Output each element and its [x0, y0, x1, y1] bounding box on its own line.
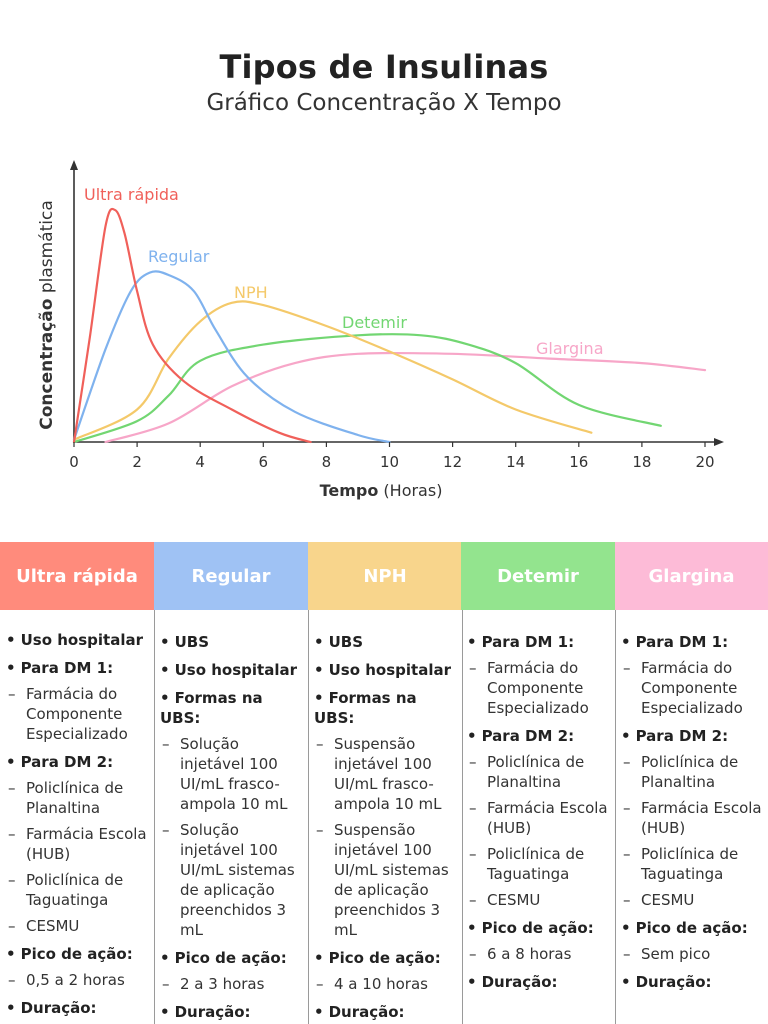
- series-line-2: [72, 270, 391, 444]
- bullet-item: Uso hospitalar: [160, 660, 304, 680]
- bullet-item: Duração:: [621, 972, 764, 992]
- series-label-4: Detemir: [342, 313, 407, 332]
- dash-item: 0,5 a 2 horas: [6, 970, 150, 990]
- column-header-5: Glargina: [615, 542, 768, 610]
- series-label-5: Glargina: [536, 339, 604, 358]
- chart-series-labels: Ultra rápida Regular NPH Detemir Glargina: [84, 185, 604, 358]
- x-tick-label: 4: [195, 453, 205, 471]
- bullet-item: Uso hospitalar: [6, 630, 150, 650]
- bullet-item: Para DM 1:: [467, 632, 611, 652]
- bullet-item: Duração:: [6, 998, 150, 1018]
- x-tick-label: 14: [506, 453, 525, 471]
- bullet-item: Formas na UBS:: [160, 688, 304, 728]
- series-label-2: Regular: [148, 247, 210, 266]
- bullet-item: Uso hospitalar: [314, 660, 458, 680]
- column-body-1: Uso hospitalar Para DM 1: Farmácia do Comp…: [0, 610, 154, 1018]
- chart-series: [72, 207, 707, 444]
- x-tick-label: 6: [259, 453, 269, 471]
- dash-item: 6 a 8 horas: [467, 944, 611, 964]
- column-header-2: Regular: [154, 542, 308, 610]
- dash-item: 2 a 3 horas: [160, 974, 304, 994]
- bullet-item: Para DM 1:: [621, 632, 764, 652]
- bullet-item: Pico de ação:: [621, 918, 764, 938]
- column-4: Detemir Para DM 1: Farmácia do Componente …: [461, 542, 616, 1024]
- dash-item: Policlínica de Planaltina: [467, 752, 611, 792]
- column-5: Glargina Para DM 1: Farmácia do Componente…: [615, 542, 768, 1024]
- series-line-4: [72, 333, 662, 444]
- dash-item: Solução injetável 100 UI/mL frasco-ampol…: [160, 734, 304, 814]
- column-header-3: NPH: [308, 542, 462, 610]
- series-label-1: Ultra rápida: [84, 185, 179, 204]
- concentration-time-chart: 0 2 4 6 8 10 12 14 16 18 20 Ultra rápida Regular NPH…: [37, 160, 724, 500]
- dash-item: Sem pico: [621, 944, 764, 964]
- bullet-item: Pico de ação:: [6, 944, 150, 964]
- chart-ticks: 0 2 4 6 8 10 12 14 16 18 20: [69, 442, 715, 471]
- dash-item: CESMU: [467, 890, 611, 910]
- series-line-3: [72, 300, 593, 441]
- y-axis-label-bold: Concentração: [37, 299, 57, 430]
- dash-item: Farmácia do Componente Especializado: [467, 658, 611, 718]
- dash-item: Policlínica de Taguatinga: [6, 870, 150, 910]
- y-axis-arrow: [70, 160, 78, 170]
- series-line-5: [104, 351, 707, 444]
- bullet-item: Para DM 2:: [621, 726, 764, 746]
- x-tick-label: 18: [632, 453, 651, 471]
- x-tick-label: 16: [569, 453, 588, 471]
- insulin-table: Ultra rápida Uso hospitalar Para DM 1: Farm…: [0, 542, 768, 1024]
- dash-item: Policlínica de Taguatinga: [467, 844, 611, 884]
- bullet-item: Para DM 2:: [6, 752, 150, 772]
- column-header-4: Detemir: [461, 542, 615, 610]
- chart-axes: [70, 160, 724, 446]
- x-axis-label: Tempo (Horas): [320, 481, 443, 500]
- dash-item: Policlínica de Planaltina: [621, 752, 764, 792]
- dash-item: Policlínica de Planaltina: [6, 778, 150, 818]
- x-axis-label-unit: (Horas): [378, 481, 442, 500]
- page-subtitle: Gráfico Concentração X Tempo: [206, 90, 562, 116]
- x-axis-label-bold: Tempo: [320, 481, 379, 500]
- column-3: NPH UBS Uso hospitalar Formas na UBS: Suspen…: [308, 542, 463, 1024]
- dash-item: Suspensão injetável 100 UI/mL sistemas d…: [314, 820, 458, 940]
- bullet-item: Para DM 1:: [6, 658, 150, 678]
- bullet-item: Para DM 2:: [467, 726, 611, 746]
- series-line-1: [72, 207, 312, 444]
- y-axis-label-unit: plasmática: [37, 200, 57, 298]
- dash-item: CESMU: [6, 916, 150, 936]
- x-tick-label: 0: [69, 453, 79, 471]
- bullet-item: Pico de ação:: [467, 918, 611, 938]
- dash-item: CESMU: [621, 890, 764, 910]
- dash-item: Farmácia do Componente Especializado: [6, 684, 150, 744]
- x-tick-label: 8: [322, 453, 332, 471]
- dash-item: Solução injetável 100 UI/mL sistemas de …: [160, 820, 304, 940]
- dash-item: Suspensão injetável 100 UI/mL frasco-amp…: [314, 734, 458, 814]
- column-header-1: Ultra rápida: [0, 542, 154, 610]
- x-axis-arrow: [714, 438, 724, 446]
- column-body-5: Para DM 1: Farmácia do Componente Especia…: [615, 610, 768, 992]
- column-body-2: UBS Uso hospitalar Formas na UBS: Solução i…: [154, 610, 308, 1022]
- bullet-item: Duração:: [314, 1002, 458, 1022]
- bullet-item: Formas na UBS:: [314, 688, 458, 728]
- bullet-item: Duração:: [467, 972, 611, 992]
- dash-item: Farmácia Escola (HUB): [467, 798, 611, 838]
- column-1: Ultra rápida Uso hospitalar Para DM 1: Farm…: [0, 542, 155, 1024]
- x-tick-label: 2: [132, 453, 142, 471]
- bullet-item: UBS: [314, 632, 458, 652]
- x-tick-label: 20: [695, 453, 714, 471]
- column-body-3: UBS Uso hospitalar Formas na UBS: Suspensão…: [308, 610, 462, 1022]
- y-axis-label: Concentração plasmática: [37, 200, 57, 430]
- bullet-item: Duração:: [160, 1002, 304, 1022]
- column-2: Regular UBS Uso hospitalar Formas na UBS: So…: [154, 542, 309, 1024]
- bullet-item: Pico de ação:: [314, 948, 458, 968]
- x-tick-label: 12: [443, 453, 462, 471]
- x-tick-label: 10: [380, 453, 399, 471]
- series-label-3: NPH: [234, 283, 268, 302]
- dash-item: Policlínica de Taguatinga: [621, 844, 764, 884]
- dash-item: Farmácia Escola (HUB): [6, 824, 150, 864]
- dash-item: 4 a 10 horas: [314, 974, 458, 994]
- dash-item: Farmácia Escola (HUB): [621, 798, 764, 838]
- page-title: Tipos de Insulinas: [219, 48, 549, 86]
- dash-item: Farmácia do Componente Especializado: [621, 658, 764, 718]
- column-body-4: Para DM 1: Farmácia do Componente Especia…: [461, 610, 615, 992]
- bullet-item: Pico de ação:: [160, 948, 304, 968]
- bullet-item: UBS: [160, 632, 304, 652]
